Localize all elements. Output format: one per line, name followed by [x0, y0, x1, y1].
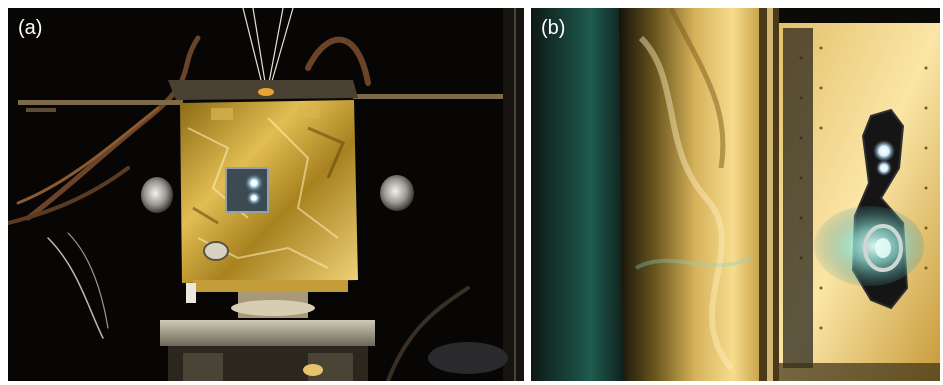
bottom-edge	[779, 363, 940, 381]
boom-arms	[18, 94, 518, 112]
thruster-lamp-upper	[873, 140, 895, 162]
panel-b-photo: (b)	[531, 8, 940, 381]
mount-pedestal	[160, 280, 375, 381]
gold-foil-left	[619, 8, 771, 381]
panel-b-label: (b)	[541, 17, 566, 39]
thruster-panel	[225, 167, 269, 213]
chamber-port	[428, 342, 508, 374]
body-fitting	[203, 241, 229, 261]
panel-a-photo: (a)	[8, 8, 524, 381]
thruster-plume	[814, 206, 924, 286]
thruster-nozzle	[863, 224, 903, 272]
cables	[8, 8, 470, 381]
thruster-lamp-lower	[876, 160, 892, 176]
dark-strut	[783, 28, 813, 368]
panel-b-scene	[531, 8, 940, 381]
top-highlight	[258, 88, 274, 96]
left-viewport	[141, 177, 173, 213]
chamber-frame	[503, 8, 524, 381]
teal-haze	[531, 8, 631, 381]
panel-a-scene	[8, 8, 524, 381]
panel-a-label: (a)	[18, 17, 43, 39]
right-viewport	[380, 175, 414, 211]
